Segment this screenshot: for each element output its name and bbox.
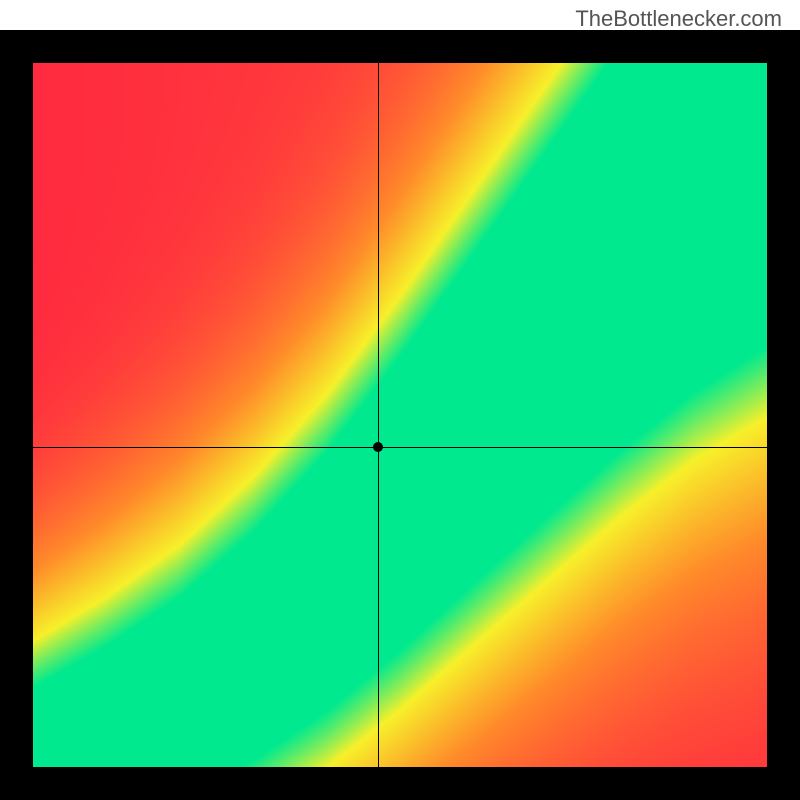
crosshair-horizontal bbox=[33, 447, 767, 448]
root-container: TheBottlenecker.com bbox=[0, 0, 800, 800]
plot-area bbox=[33, 63, 767, 767]
watermark-text: TheBottlenecker.com bbox=[575, 6, 782, 32]
crosshair-vertical bbox=[378, 63, 379, 767]
plot-frame bbox=[0, 30, 800, 800]
heatmap-canvas bbox=[33, 63, 767, 767]
crosshair-marker bbox=[373, 442, 383, 452]
